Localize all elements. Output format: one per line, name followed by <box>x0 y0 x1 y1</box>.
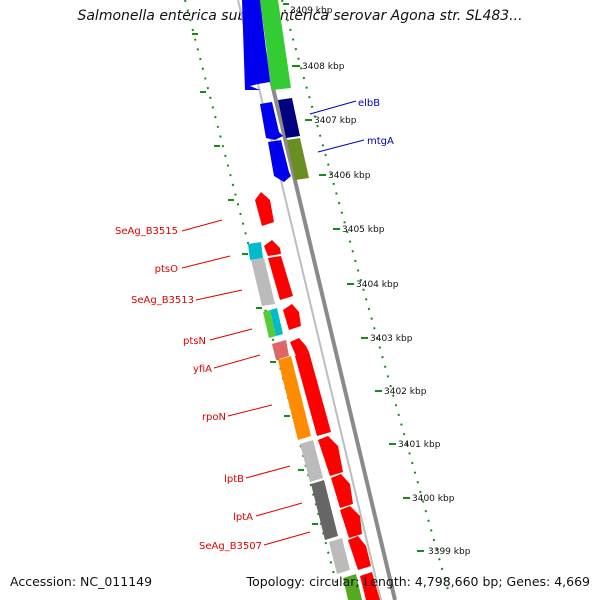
gene-label-elbB[interactable]: elbB <box>358 98 380 109</box>
gene-label-SeAg_B3515[interactable]: SeAg_B3515 <box>115 226 178 237</box>
gene-label-ptsN[interactable]: ptsN <box>183 336 206 347</box>
tick-ring-outer <box>281 0 449 591</box>
gene-ptsN-green[interactable] <box>263 310 276 338</box>
gene-SeAg_B3513[interactable] <box>251 258 275 306</box>
gene-yfiA[interactable] <box>272 340 289 360</box>
gene-label-lptA[interactable]: lptA <box>233 512 253 523</box>
gene-arrow-1[interactable] <box>264 240 281 256</box>
gene-label-SeAg_B3507[interactable]: SeAg_B3507 <box>199 541 262 552</box>
gene-arrow-9[interactable] <box>360 572 380 600</box>
gene-lptB[interactable] <box>300 440 323 482</box>
gene-label-connectors <box>181 100 365 546</box>
gene-block-green-top[interactable] <box>260 0 291 90</box>
gene-label-lptB[interactable]: lptB <box>224 474 244 485</box>
tick-labels: 3409 kbp 3408 kbp 3407 kbp 3406 kbp 3405… <box>290 6 471 557</box>
gene-rpoN[interactable] <box>278 356 311 440</box>
gene-arrow-2[interactable] <box>268 256 293 300</box>
gene-block-olive[interactable] <box>287 138 309 180</box>
tick-label-3407: 3407 kbp <box>314 116 357 126</box>
gene-arrow-blue-2[interactable] <box>260 102 283 140</box>
tick-label-3409: 3409 kbp <box>290 6 333 16</box>
backbone-outer <box>250 0 397 600</box>
gene-labels: elbB mtgA SeAg_B3515 ptsO SeAg_B3513 pts… <box>115 98 394 552</box>
gene-SeAg_B3515[interactable] <box>255 192 274 226</box>
gene-lptA[interactable] <box>311 480 338 540</box>
tick-label-3400: 3400 kbp <box>412 494 455 504</box>
tick-label-3401: 3401 kbp <box>398 440 441 450</box>
gene-arrow-6[interactable] <box>331 474 353 508</box>
accession-text: Accession: NC_011149 <box>10 574 153 589</box>
tick-label-3403: 3403 kbp <box>370 334 413 344</box>
tick-label-3408: 3408 kbp <box>302 62 345 72</box>
tick-ring-inner <box>184 0 339 591</box>
reverse-strand-genes <box>242 0 362 600</box>
tick-marks-inner <box>192 33 318 525</box>
gene-bottom-green[interactable] <box>343 574 362 600</box>
tick-label-3405: 3405 kbp <box>342 225 385 235</box>
gene-label-ptsO[interactable]: ptsO <box>155 264 178 275</box>
gene-ptsN-cyan[interactable] <box>270 308 283 336</box>
gene-arrow-7[interactable] <box>340 506 362 538</box>
tick-label-3399: 3399 kbp <box>428 547 471 557</box>
tick-label-3402: 3402 kbp <box>384 387 427 397</box>
map-title: Salmonella enterica subsp. enterica sero… <box>77 8 523 24</box>
gene-label-mtgA[interactable]: mtgA <box>367 136 394 147</box>
gene-block-navy[interactable] <box>278 98 300 138</box>
gene-arrow-blue-top[interactable] <box>242 0 270 90</box>
gene-ptsO[interactable] <box>248 242 263 260</box>
gene-arrow-blue-3[interactable] <box>268 140 291 182</box>
backbone-inner <box>237 0 382 600</box>
gene-SeAg_B3507[interactable] <box>329 538 350 574</box>
gene-label-yfiA[interactable]: yfiA <box>193 364 212 375</box>
genome-stats-text: Topology: circular; Length: 4,798,660 bp… <box>246 574 590 589</box>
gene-label-SeAg_B3513[interactable]: SeAg_B3513 <box>131 295 194 306</box>
gene-arrow-5[interactable] <box>318 436 343 476</box>
gene-arrow-rpoN-strand[interactable] <box>295 352 331 436</box>
forward-strand-genes <box>260 0 380 600</box>
tick-marks <box>283 3 424 552</box>
gene-label-rpoN[interactable]: rpoN <box>202 412 226 423</box>
gene-arrow-8[interactable] <box>348 536 371 570</box>
gene-arrow-4[interactable] <box>290 338 309 356</box>
tick-label-3404: 3404 kbp <box>356 280 399 290</box>
gene-arrow-3[interactable] <box>283 304 301 330</box>
tick-label-3406: 3406 kbp <box>328 171 371 181</box>
